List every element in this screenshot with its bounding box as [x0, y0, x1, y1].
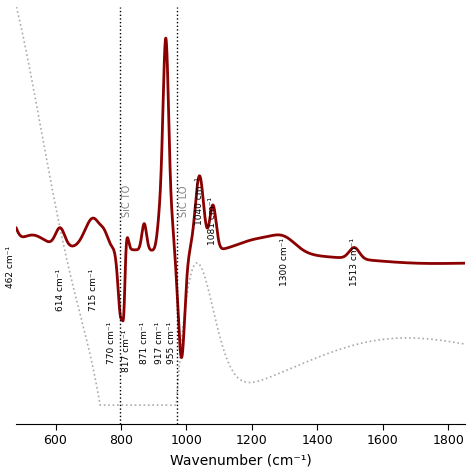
Text: SiC LO: SiC LO — [179, 185, 189, 217]
Text: 770 cm⁻¹: 770 cm⁻¹ — [107, 322, 116, 364]
Text: 1300 cm⁻¹: 1300 cm⁻¹ — [280, 238, 289, 286]
Text: 462 cm⁻¹: 462 cm⁻¹ — [6, 246, 15, 288]
Text: 917 cm⁻¹: 917 cm⁻¹ — [155, 322, 164, 364]
Text: 1513 cm⁻¹: 1513 cm⁻¹ — [350, 238, 359, 286]
Text: 817 cm⁻¹: 817 cm⁻¹ — [122, 329, 131, 372]
Text: 715 cm⁻¹: 715 cm⁻¹ — [89, 269, 98, 311]
Text: 1040 cm⁻¹: 1040 cm⁻¹ — [195, 178, 204, 226]
Text: 1081 cm⁻¹: 1081 cm⁻¹ — [209, 197, 218, 245]
Text: 955 cm⁻¹: 955 cm⁻¹ — [167, 322, 176, 364]
X-axis label: Wavenumber (cm⁻¹): Wavenumber (cm⁻¹) — [170, 453, 311, 467]
Text: 614 cm⁻¹: 614 cm⁻¹ — [55, 269, 64, 311]
Text: SiC TO: SiC TO — [122, 185, 132, 218]
Text: 871 cm⁻¹: 871 cm⁻¹ — [140, 322, 149, 364]
